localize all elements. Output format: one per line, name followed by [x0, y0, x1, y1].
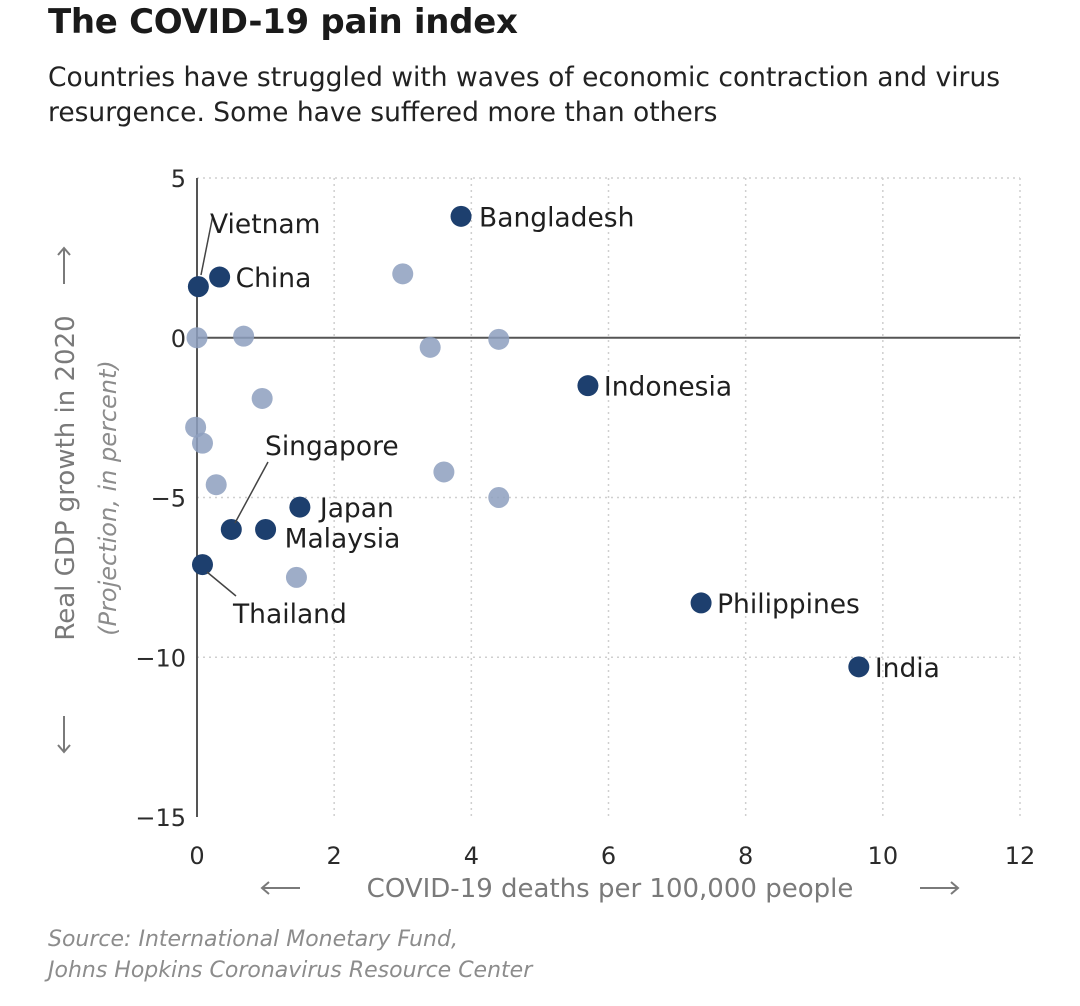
- point-india: [848, 656, 870, 678]
- y-axis-title: Real GDP growth in 2020: [51, 315, 81, 640]
- y-tick-label: −10: [135, 644, 186, 672]
- other-country-point: [392, 263, 414, 285]
- other-country-point: [251, 387, 273, 409]
- label-bangladesh: Bangladesh: [479, 202, 634, 233]
- x-tick-label: 4: [464, 842, 479, 870]
- source-note: Source: International Monetary Fund, Joh…: [48, 924, 532, 986]
- other-country-point: [433, 461, 455, 483]
- source-line-2: Johns Hopkins Coronavirus Resource Cente…: [48, 958, 533, 983]
- x-axis-title-group: COVID-19 deaths per 100,000 people: [260, 874, 960, 904]
- other-country-point: [488, 487, 510, 508]
- x-axis-title: COVID-19 deaths per 100,000 people: [367, 874, 854, 904]
- y-tick-label: −15: [135, 804, 186, 832]
- other-country-point: [186, 327, 208, 349]
- other-country-point: [191, 432, 213, 454]
- other-country-point: [233, 325, 255, 347]
- leader-line: [206, 571, 237, 597]
- point-indonesia: [577, 375, 599, 397]
- x-tick-label: 8: [738, 842, 753, 870]
- y-tick-label: 5: [171, 165, 186, 193]
- x-left-arrow-head: [260, 881, 270, 895]
- y-top-arrow-head: [57, 246, 71, 256]
- other-country-point: [488, 328, 510, 350]
- x-tick-label: 10: [868, 842, 899, 870]
- tick-labels: 0 2 4 6 8 10 12 5 0 −5 −10 −15: [135, 165, 1035, 870]
- label-japan: Japan: [318, 493, 394, 524]
- x-tick-label: 12: [1005, 842, 1036, 870]
- y-tick-label: −5: [151, 485, 186, 513]
- label-indonesia: Indonesia: [604, 372, 732, 403]
- y-tick-label: 0: [171, 325, 186, 353]
- leader-line: [200, 214, 214, 276]
- x-tick-label: 2: [327, 842, 342, 870]
- point-china: [209, 266, 231, 288]
- point-thailand: [191, 554, 213, 576]
- scatter-chart: 0 2 4 6 8 10 12 5 0 −5 −10 −15 Bangladesh Vietnam Chi…: [51, 165, 1035, 904]
- other-country-point: [205, 474, 227, 496]
- label-vietnam: Vietnam: [210, 209, 320, 240]
- point-singapore: [220, 518, 242, 540]
- y-axis-title-group: Real GDP growth in 2020 (Projection, in …: [51, 246, 122, 754]
- x-tick-label: 6: [601, 842, 616, 870]
- grid-layer: [197, 177, 1021, 817]
- point-labels: Bangladesh Vietnam China Indonesia Japan Sing…: [200, 202, 940, 684]
- y-axis-subtitle: (Projection, in percent): [94, 360, 122, 636]
- x-tick-label: 0: [189, 842, 204, 870]
- other-country-point: [285, 566, 307, 588]
- label-malaysia: Malaysia: [285, 523, 401, 554]
- data-points: [185, 205, 870, 678]
- chart-title: The COVID-19 pain index: [48, 2, 518, 42]
- y-bottom-arrow-head: [57, 744, 71, 754]
- x-right-arrow-head: [950, 881, 960, 895]
- point-japan: [289, 496, 311, 518]
- label-india: India: [875, 653, 940, 684]
- label-singapore: Singapore: [265, 431, 399, 462]
- label-thailand: Thailand: [232, 599, 347, 630]
- point-bangladesh: [450, 205, 472, 227]
- point-vietnam: [187, 276, 209, 298]
- point-philippines: [690, 592, 712, 614]
- label-philippines: Philippines: [717, 589, 860, 620]
- source-line-1: Source: International Monetary Fund,: [48, 927, 458, 952]
- other-country-point: [185, 416, 207, 438]
- other-country-point: [419, 336, 441, 358]
- point-malaysia: [255, 518, 277, 540]
- chart-subtitle: Countries have struggled with waves of e…: [48, 62, 1001, 128]
- label-china: China: [236, 263, 312, 294]
- leader-line: [234, 461, 269, 524]
